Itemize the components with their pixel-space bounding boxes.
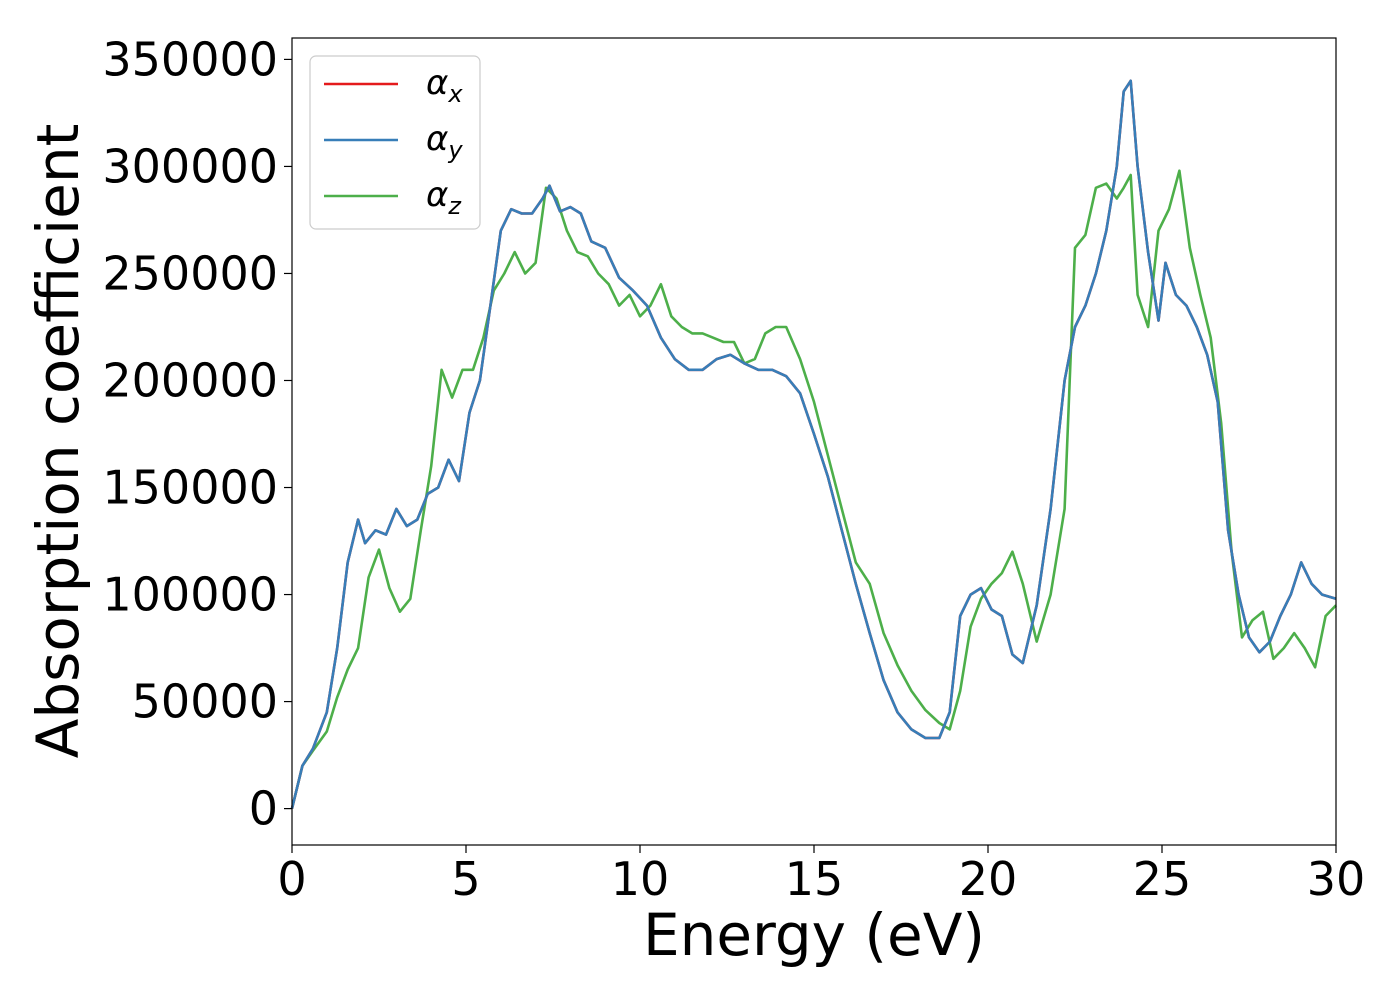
y-tick-label: 250000: [102, 246, 278, 300]
ticks-layer: 0 5 10 15 20 25 30 0 50000 100000 150000 200000 2500…: [102, 32, 1365, 906]
x-axis-title: Energy (eV): [643, 901, 985, 969]
legend-label-x: αx: [426, 63, 463, 108]
y-tick-label: 150000: [102, 461, 278, 515]
legend-entries: αx αy αz: [324, 63, 463, 220]
y-tick-label: 50000: [132, 675, 278, 729]
x-tick-label: 5: [451, 852, 480, 906]
y-tick-label: 100000: [102, 568, 278, 622]
x-tick-label: 15: [785, 852, 844, 906]
legend: αx αy αz: [309, 55, 481, 230]
y-axis-title: Absorption coefficient: [24, 124, 92, 759]
legend-box: [309, 55, 481, 230]
legend-label-z: αz: [426, 175, 462, 220]
series-line-y: [290, 79, 1337, 809]
series-layer: [290, 79, 1337, 809]
x-tick-label: 30: [1307, 852, 1366, 906]
x-tick-label: 20: [959, 852, 1018, 906]
y-tick-label: 350000: [102, 32, 278, 86]
y-tick-label: 300000: [102, 139, 278, 193]
x-tick-label: 0: [277, 852, 306, 906]
x-tick-label: 25: [1133, 852, 1192, 906]
legend-label-y: αy: [426, 119, 463, 164]
y-tick-label: 0: [249, 782, 278, 836]
series-line-z: [290, 169, 1337, 809]
y-tick-label: 200000: [102, 353, 278, 407]
x-tick-label: 10: [611, 852, 670, 906]
